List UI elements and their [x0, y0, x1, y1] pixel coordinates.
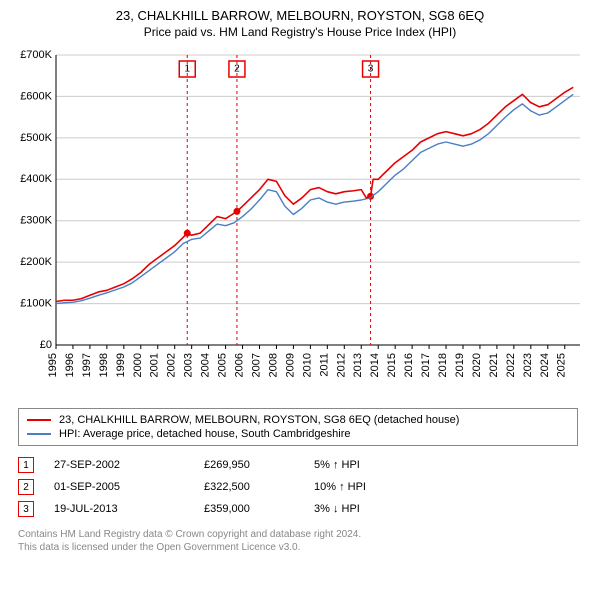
svg-text:£0: £0	[40, 339, 52, 351]
transaction-price: £359,000	[204, 503, 314, 515]
transaction-marker: 3	[18, 501, 34, 517]
transaction-date: 19-JUL-2013	[54, 503, 204, 515]
transaction-row: 3 19-JUL-2013£359,0003% ↓ HPI	[18, 498, 578, 520]
transaction-price: £269,950	[204, 459, 314, 471]
svg-text:2016: 2016	[403, 353, 415, 377]
legend-label: 23, CHALKHILL BARROW, MELBOURN, ROYSTON,…	[59, 414, 459, 426]
transaction-date: 01-SEP-2005	[54, 481, 204, 493]
legend-swatch	[27, 419, 51, 421]
transaction-marker: 2	[18, 479, 34, 495]
svg-text:1997: 1997	[81, 353, 93, 377]
svg-text:2017: 2017	[420, 353, 432, 377]
svg-text:2005: 2005	[217, 353, 229, 377]
footer-attribution: Contains HM Land Registry data © Crown c…	[18, 528, 578, 554]
svg-text:3: 3	[368, 64, 374, 75]
svg-text:2019: 2019	[454, 353, 466, 377]
svg-text:2025: 2025	[556, 353, 568, 377]
transaction-price: £322,500	[204, 481, 314, 493]
svg-text:2004: 2004	[200, 353, 212, 377]
chart-title: 23, CHALKHILL BARROW, MELBOURN, ROYSTON,…	[10, 8, 590, 23]
svg-text:£600K: £600K	[20, 90, 52, 102]
svg-text:1995: 1995	[47, 353, 59, 377]
footer-line-1: Contains HM Land Registry data © Crown c…	[18, 528, 578, 541]
transaction-diff: 10% ↑ HPI	[314, 481, 434, 493]
svg-text:2003: 2003	[183, 353, 195, 377]
legend-swatch	[27, 433, 51, 435]
svg-text:2007: 2007	[250, 353, 262, 377]
svg-text:2024: 2024	[539, 353, 551, 377]
footer-line-2: This data is licensed under the Open Gov…	[18, 541, 578, 554]
transaction-diff: 5% ↑ HPI	[314, 459, 434, 471]
chart-container: 23, CHALKHILL BARROW, MELBOURN, ROYSTON,…	[0, 0, 600, 560]
svg-text:1999: 1999	[115, 353, 127, 377]
svg-text:£100K: £100K	[20, 297, 52, 309]
svg-text:1998: 1998	[98, 353, 110, 377]
svg-text:2001: 2001	[149, 353, 161, 377]
svg-text:2006: 2006	[234, 353, 246, 377]
svg-text:1: 1	[184, 64, 190, 75]
transaction-row: 1 27-SEP-2002£269,9505% ↑ HPI	[18, 454, 578, 476]
svg-text:2018: 2018	[437, 353, 449, 377]
svg-text:2000: 2000	[132, 353, 144, 377]
svg-text:£400K: £400K	[20, 173, 52, 185]
transaction-date: 27-SEP-2002	[54, 459, 204, 471]
svg-text:2009: 2009	[284, 353, 296, 377]
svg-text:2011: 2011	[318, 353, 330, 377]
transaction-row: 2 01-SEP-2005£322,50010% ↑ HPI	[18, 476, 578, 498]
transaction-marker: 1	[18, 457, 34, 473]
svg-text:2010: 2010	[301, 353, 313, 377]
svg-text:2: 2	[234, 64, 240, 75]
svg-text:1996: 1996	[64, 353, 76, 377]
svg-text:2014: 2014	[369, 353, 381, 377]
svg-text:2023: 2023	[522, 353, 534, 377]
svg-text:2013: 2013	[352, 353, 364, 377]
svg-text:2021: 2021	[488, 353, 500, 377]
chart-plot: £0 £100K £200K £300K £400K £500K £600K £700K 199…	[10, 47, 590, 402]
svg-text:2015: 2015	[386, 353, 398, 377]
svg-text:£500K: £500K	[20, 132, 52, 144]
svg-text:£300K: £300K	[20, 215, 52, 227]
svg-text:£700K: £700K	[20, 49, 52, 61]
svg-text:2022: 2022	[505, 353, 517, 377]
svg-text:2020: 2020	[471, 353, 483, 377]
svg-text:£200K: £200K	[20, 256, 52, 268]
legend-item: HPI: Average price, detached house, Sout…	[27, 427, 569, 441]
svg-text:2002: 2002	[166, 353, 178, 377]
legend-label: HPI: Average price, detached house, Sout…	[59, 428, 350, 440]
legend-box: 23, CHALKHILL BARROW, MELBOURN, ROYSTON,…	[18, 408, 578, 446]
legend-item: 23, CHALKHILL BARROW, MELBOURN, ROYSTON,…	[27, 413, 569, 427]
svg-text:2012: 2012	[335, 353, 347, 377]
transactions-table: 1 27-SEP-2002£269,9505% ↑ HPI 2 01-SEP-2005…	[18, 454, 578, 520]
svg-text:2008: 2008	[267, 353, 279, 377]
chart-subtitle: Price paid vs. HM Land Registry's House …	[10, 25, 590, 39]
transaction-diff: 3% ↓ HPI	[314, 503, 434, 515]
